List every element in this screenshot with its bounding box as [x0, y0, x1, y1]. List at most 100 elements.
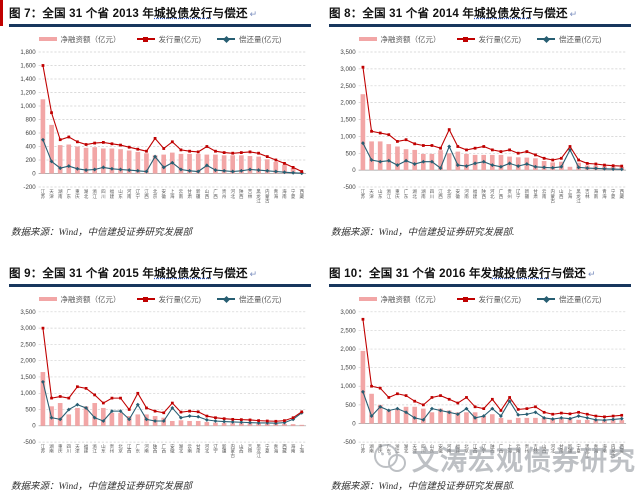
svg-text:新疆: 新疆: [525, 187, 530, 199]
svg-text:湖南: 湖南: [369, 442, 374, 453]
figure-title-post: 与偿还: [550, 268, 586, 280]
svg-text:云南: 云南: [187, 443, 192, 453]
svg-text:新疆: 新疆: [568, 442, 573, 454]
svg-text:河北: 河北: [205, 442, 210, 454]
svg-text:山西: 山西: [239, 442, 244, 454]
svg-text:河北: 河北: [550, 442, 555, 454]
legend-repay: 偿还量(亿元): [537, 34, 602, 45]
svg-text:400: 400: [25, 143, 36, 150]
svg-text:贵州: 贵州: [507, 187, 512, 198]
figure-title: 图 8： 全国 31 个省 2014 年 城投债发行 与偿还 ↵: [329, 5, 631, 21]
legend-net: 净融资额（亿元）: [358, 294, 441, 305]
svg-text:云南: 云南: [542, 188, 547, 198]
issue-line-swatch-icon: [456, 36, 475, 42]
figure-title-link: 城投债发行: [154, 8, 213, 20]
svg-text:广东: 广东: [404, 187, 409, 198]
svg-text:内蒙古: 内蒙古: [265, 187, 270, 204]
svg-text:青海: 青海: [594, 442, 599, 454]
repay-line-swatch-icon: [537, 298, 555, 300]
chart-legend: 净融资额（亿元） 发行量(亿元) 偿还量(亿元): [329, 34, 631, 45]
svg-text:福建: 福建: [456, 442, 461, 454]
svg-text:湖北: 湖北: [412, 187, 417, 199]
figure-title-link: 城投债发行: [474, 8, 533, 20]
svg-text:甘肃: 甘肃: [533, 187, 538, 199]
svg-text:辽宁: 辽宁: [481, 442, 486, 453]
svg-text:海南: 海南: [594, 187, 599, 198]
svg-text:甘肃: 甘肃: [187, 187, 192, 199]
data-source: 数据来源：Wind，中信建投证券研究发展部.: [331, 227, 515, 238]
svg-text:上海: 上海: [507, 442, 512, 454]
issue-line-swatch-icon: [456, 296, 475, 302]
svg-text:1,400: 1,400: [20, 75, 36, 82]
paragraph-return-mark: ↵: [249, 269, 258, 279]
paragraph-return-mark: ↵: [249, 9, 258, 19]
svg-text:2,000: 2,000: [340, 347, 356, 353]
svg-text:0: 0: [352, 421, 356, 427]
legend-net: 净融资额（亿元）: [38, 34, 121, 45]
svg-text:江西: 江西: [127, 442, 132, 454]
svg-text:江苏: 江苏: [361, 187, 366, 199]
legend-issue: 发行量(亿元): [456, 294, 521, 305]
net-bar-swatch-icon: [358, 37, 377, 41]
svg-text:云南: 云南: [516, 443, 521, 453]
svg-text:河南: 河南: [464, 187, 469, 198]
svg-text:吉林: 吉林: [585, 188, 590, 199]
svg-text:500: 500: [25, 407, 36, 413]
svg-text:1,200: 1,200: [20, 89, 36, 96]
svg-text:西藏: 西藏: [619, 443, 624, 454]
svg-text:黑龙江: 黑龙江: [256, 443, 261, 458]
svg-text:天津: 天津: [49, 188, 54, 199]
figure-label: 图 9：: [9, 268, 43, 280]
svg-text:山西: 山西: [205, 187, 210, 199]
svg-text:西藏: 西藏: [619, 188, 624, 199]
svg-text:河北: 河北: [230, 187, 235, 199]
data-source: 数据来源：Wind，中信建投证券研究发展部: [11, 481, 193, 491]
svg-text:上海: 上海: [299, 442, 304, 454]
svg-text:江西: 江西: [438, 187, 443, 199]
svg-text:贵州: 贵州: [525, 442, 530, 453]
net-bar-swatch-icon: [358, 297, 377, 301]
issue-line-swatch-icon: [136, 296, 155, 302]
svg-text:2,000: 2,000: [20, 358, 36, 364]
svg-text:2,500: 2,500: [340, 328, 356, 334]
svg-text:江西: 江西: [473, 442, 478, 454]
chart-canvas-2015: -500 0 500 1,000 1,500 2,000 2,500 3,000 3,500 江苏…: [20, 309, 307, 459]
chart-legend: 净融资额（亿元） 发行量(亿元) 偿还量(亿元): [9, 294, 311, 305]
chart-panel-2016: 图 10： 全国 31 个省 2016 年发 城投债发行 与偿还 ↵ 净融资额（…: [320, 260, 640, 491]
svg-text:海南: 海南: [291, 442, 296, 453]
svg-text:1,000: 1,000: [340, 133, 356, 140]
figure-title-pre: 全国 31 个省 2014 年: [362, 8, 475, 20]
svg-text:新疆: 新疆: [222, 442, 227, 454]
svg-text:1,800: 1,800: [20, 48, 36, 55]
legend-repay: 偿还量(亿元): [217, 294, 282, 305]
svg-text:黑龙江: 黑龙江: [256, 188, 261, 204]
chart-canvas-2014: -500 0 500 1,000 1,500 2,000 2,500 3,000 3,500 江苏…: [340, 48, 627, 204]
svg-text:山东: 山东: [378, 187, 383, 198]
svg-text:福建: 福建: [110, 187, 115, 199]
svg-text:辽宁: 辽宁: [213, 442, 218, 453]
svg-text:陕西: 陕西: [481, 187, 486, 199]
data-source: 数据来源：Wind，中信建投证券研究发展部: [11, 227, 193, 238]
svg-text:甘肃: 甘肃: [559, 442, 564, 454]
svg-text:2,500: 2,500: [340, 82, 356, 89]
svg-text:-200: -200: [23, 183, 36, 190]
svg-text:安徽: 安徽: [161, 187, 166, 199]
paragraph-return-mark: ↵: [569, 9, 578, 19]
svg-text:上海: 上海: [568, 187, 573, 199]
svg-text:陕西: 陕西: [490, 442, 495, 454]
svg-text:西藏: 西藏: [282, 443, 287, 454]
legend-repay: 偿还量(亿元): [537, 294, 602, 305]
svg-text:河南: 河南: [127, 187, 132, 198]
svg-text:内蒙古: 内蒙古: [611, 442, 616, 458]
svg-text:-500: -500: [23, 440, 36, 446]
svg-text:上海: 上海: [170, 187, 175, 199]
figure-title: 图 7： 全国 31 个省 2013 年 城投债发行 与偿还 ↵: [9, 5, 311, 21]
svg-text:广西: 广西: [499, 442, 504, 454]
svg-text:河北: 河北: [490, 187, 495, 199]
figure-label: 图 7：: [9, 8, 43, 20]
svg-text:湖南: 湖南: [58, 187, 63, 198]
legend-repay: 偿还量(亿元): [217, 34, 282, 45]
svg-text:山东: 山东: [430, 442, 435, 453]
svg-text:青海: 青海: [602, 187, 607, 199]
svg-text:2,500: 2,500: [20, 342, 36, 348]
